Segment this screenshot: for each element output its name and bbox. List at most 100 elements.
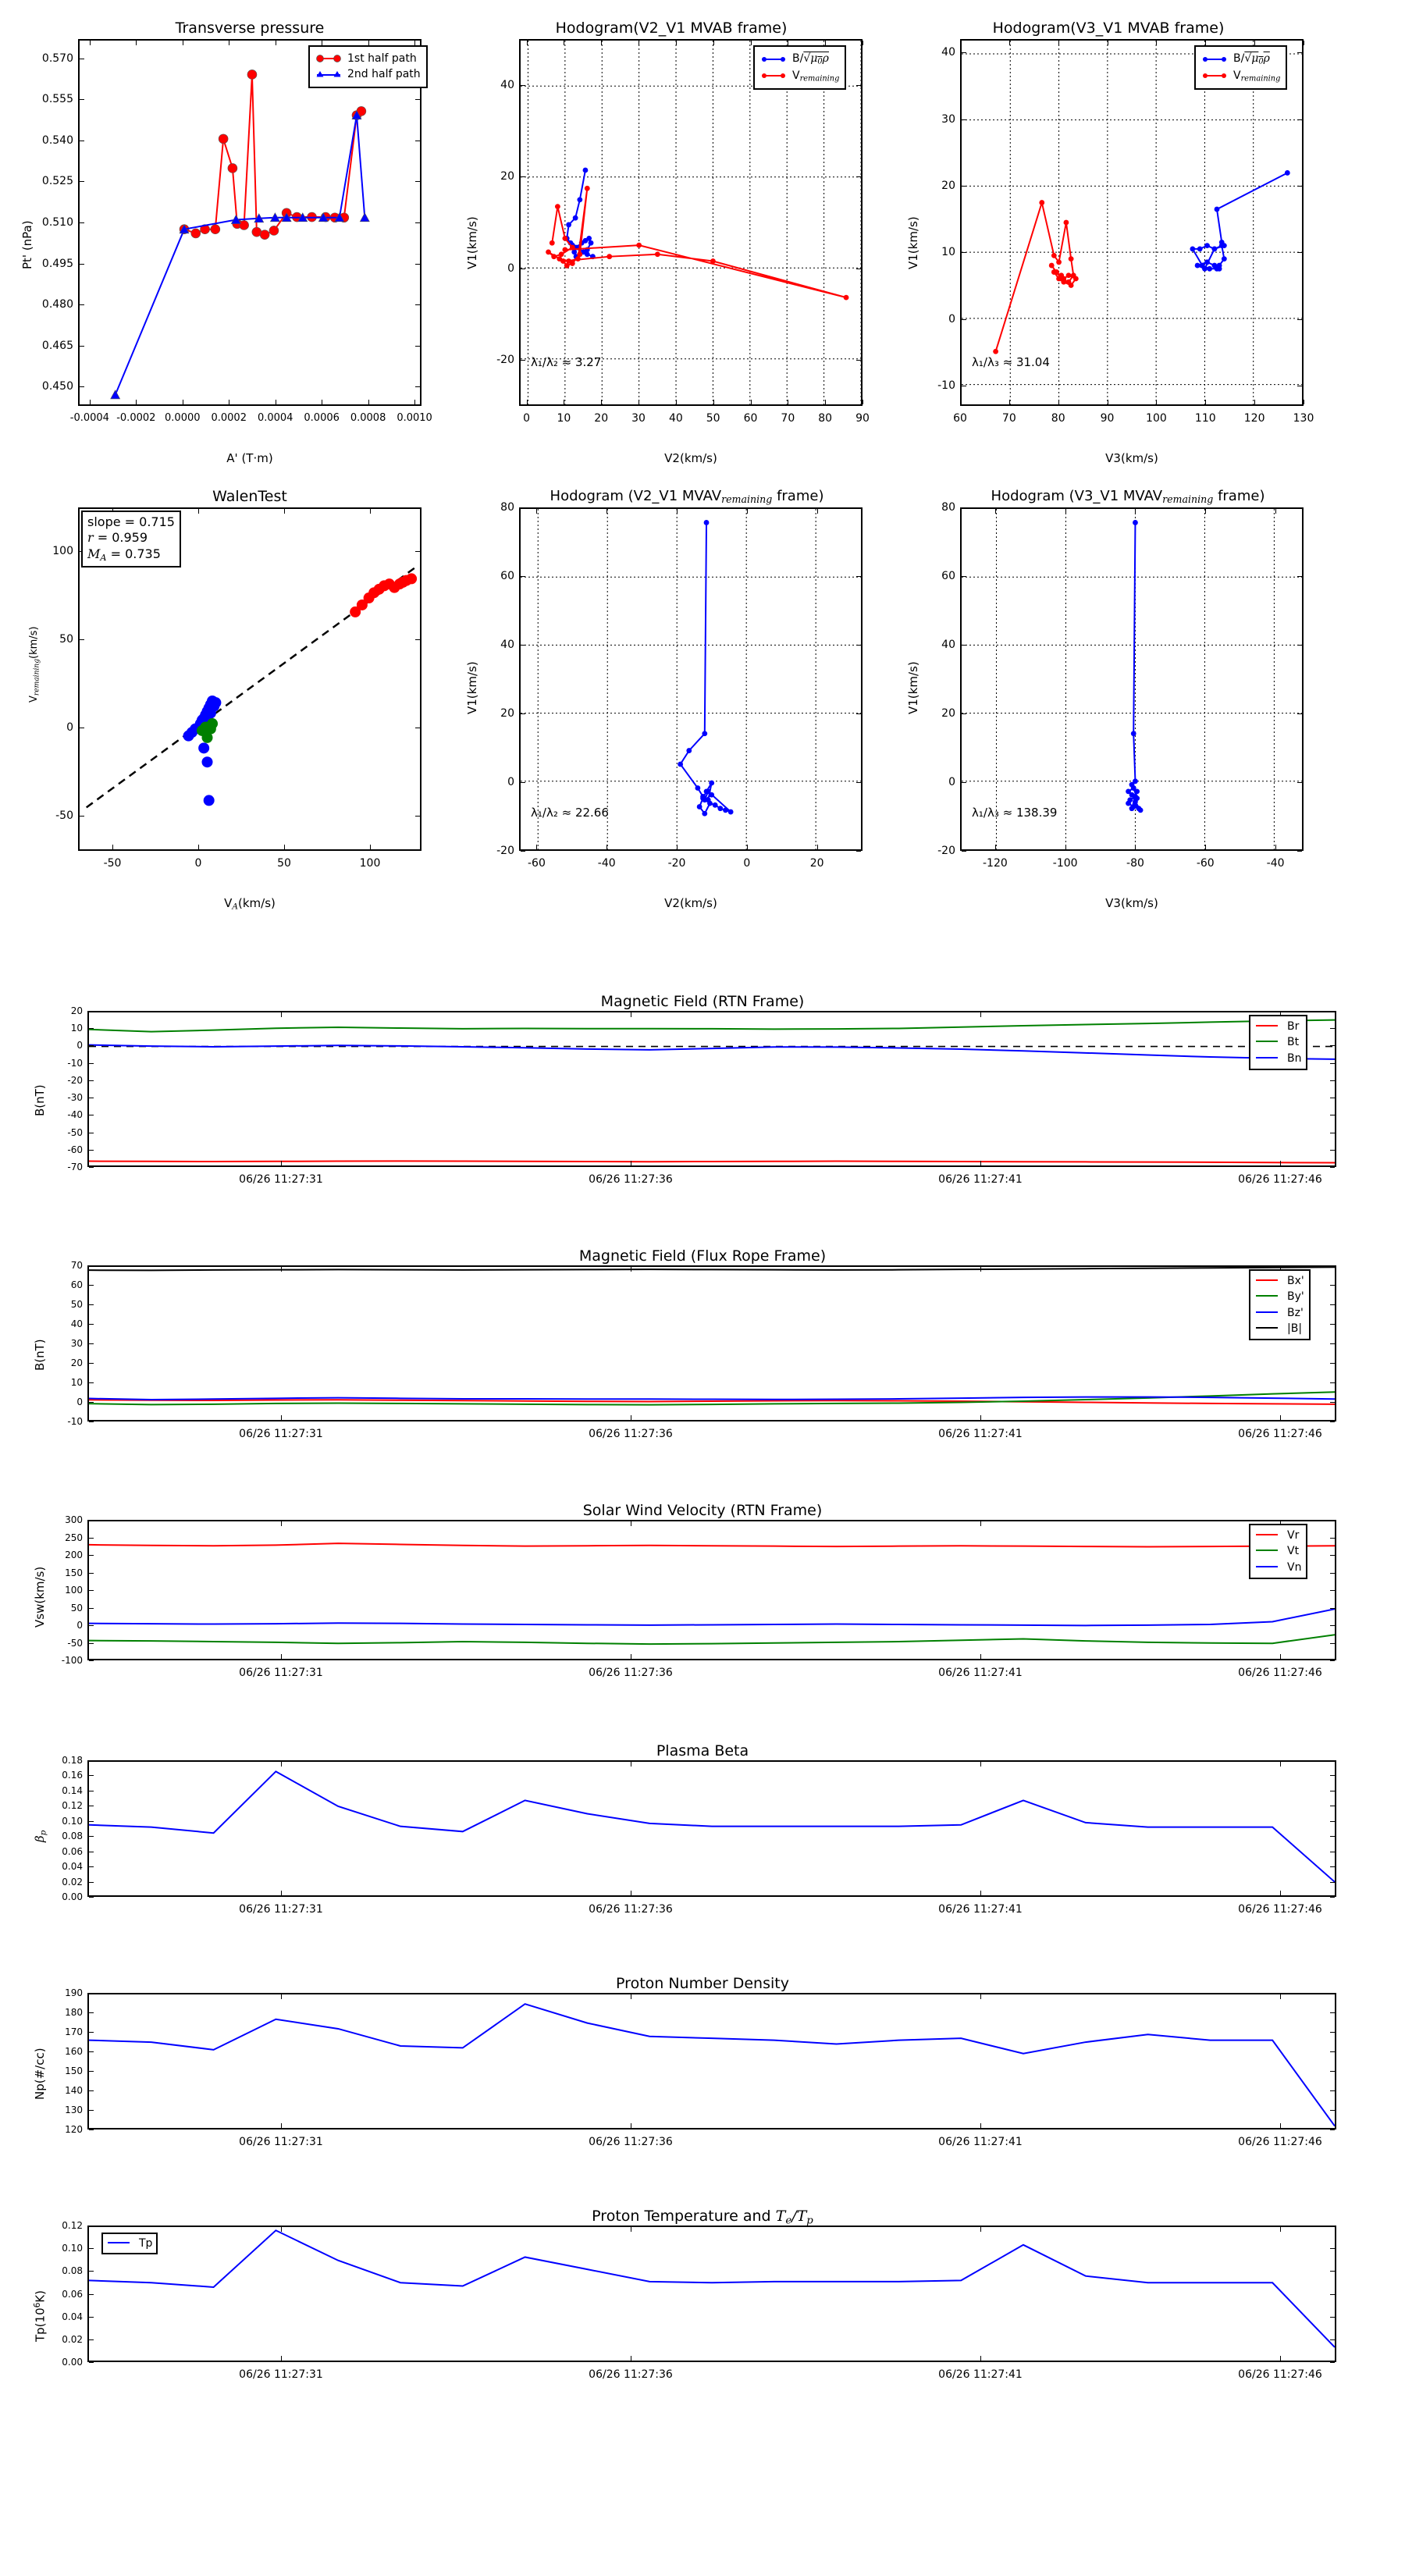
tick-mark xyxy=(856,360,861,361)
tick-mark xyxy=(80,639,84,640)
time-tick-label: 06/26 11:27:41 xyxy=(938,1428,1023,1440)
line-icon xyxy=(1255,1292,1282,1301)
line-icon xyxy=(107,2239,133,2248)
tick-mark xyxy=(521,782,525,783)
y-tick-label: 0.555 xyxy=(41,93,73,106)
tick-mark xyxy=(1330,1285,1335,1286)
y-tick-label: -50 xyxy=(67,1126,83,1138)
tick-mark xyxy=(198,509,199,514)
tick-mark xyxy=(89,1363,94,1364)
tick-mark xyxy=(1330,2248,1335,2249)
legend-label: Vt xyxy=(1287,1545,1300,1558)
tick-mark xyxy=(980,1521,981,1526)
tick-mark xyxy=(89,1421,94,1422)
tick-mark xyxy=(1330,2271,1335,2272)
x-axis-label: V3(km/s) xyxy=(1105,896,1158,910)
tick-mark xyxy=(1280,1654,1281,1659)
tick-mark xyxy=(370,509,371,514)
legend-hodogram-v2v1-mvab: B/√μ0ρ Vremaining xyxy=(753,45,847,91)
legend-solar-wind-velocity: Vr Vt Vn xyxy=(1249,1524,1308,1579)
series-magnetic-field-fluxrope xyxy=(89,1267,1335,1406)
tick-mark xyxy=(980,1891,981,1895)
y-tick-label: 0.08 xyxy=(62,1831,83,1842)
legend-item: Bn xyxy=(1255,1051,1301,1066)
tick-mark xyxy=(1330,1150,1335,1151)
tick-mark xyxy=(825,41,826,45)
y-tick-label: 60 xyxy=(500,570,514,582)
tick-mark xyxy=(1330,1625,1335,1626)
tick-mark xyxy=(521,576,525,577)
tick-mark xyxy=(962,851,966,852)
tick-mark xyxy=(89,1625,94,1626)
tick-mark xyxy=(995,509,996,514)
panel-title: Magnetic Field (RTN Frame) xyxy=(600,993,805,1010)
y-tick-label: 0.14 xyxy=(62,1784,83,1796)
x-tick-label: 0 xyxy=(523,412,531,425)
panel-title: Hodogram (V2_V1 MVAVremaining frame) xyxy=(550,488,824,506)
tick-mark xyxy=(1330,1080,1335,1081)
tick-mark xyxy=(89,2110,94,2111)
y-tick-label: -100 xyxy=(61,1655,83,1666)
tick-mark xyxy=(415,304,420,305)
legend-item: 1st half path xyxy=(315,51,421,66)
tick-mark xyxy=(1297,713,1302,714)
tick-mark xyxy=(1330,1324,1335,1325)
tick-mark xyxy=(414,400,415,404)
plot-area-solar-wind-velocity xyxy=(87,1520,1336,1660)
tick-mark xyxy=(676,41,677,45)
y-tick-label: 150 xyxy=(65,2065,83,2076)
legend-item: B/√μ0ρ xyxy=(1201,51,1280,68)
x-tick-label: 0.0010 xyxy=(397,412,432,424)
tick-mark xyxy=(89,2339,94,2340)
y-tick-label: 0 xyxy=(76,1040,83,1051)
x-tick-label: 0.0000 xyxy=(165,412,201,424)
y-tick-label: 50 xyxy=(70,1602,83,1614)
tick-mark xyxy=(89,1520,94,1521)
tick-mark xyxy=(1330,1760,1335,1761)
y-tick-label: -20 xyxy=(67,1074,83,1086)
tick-mark xyxy=(415,816,420,817)
tick-mark xyxy=(527,400,528,404)
y-tick-label: 0.04 xyxy=(62,1861,83,1873)
plot-area-hodogram-v3v1-mvav xyxy=(960,507,1304,851)
tick-mark xyxy=(1135,845,1136,849)
line-icon xyxy=(1255,1037,1282,1047)
tick-mark xyxy=(415,386,420,387)
eigenvalue-ratio-annotation: λ₁/λ₃ ≈ 31.04 xyxy=(972,355,1050,369)
tick-mark xyxy=(1330,2129,1335,2130)
tick-mark xyxy=(89,1063,94,1064)
time-tick-label: 06/26 11:27:46 xyxy=(1238,1173,1322,1186)
y-tick-label: -10 xyxy=(67,1057,83,1069)
y-tick-label: 0.18 xyxy=(62,1755,83,1766)
tick-mark xyxy=(89,1643,94,1644)
time-tick-label: 06/26 11:27:46 xyxy=(1238,2136,1322,2148)
panel-title: Proton Temperature and Te/Tp xyxy=(592,2208,813,2227)
panel-title: Proton Number Density xyxy=(616,1975,789,1992)
time-tick-label: 06/26 11:27:46 xyxy=(1238,2368,1322,2381)
time-tick-label: 06/26 11:27:31 xyxy=(239,1903,323,1916)
x-tick-label: 0 xyxy=(743,857,751,870)
tick-mark xyxy=(415,346,420,347)
tick-mark xyxy=(89,2012,94,2013)
y-tick-label: -20 xyxy=(496,354,514,367)
tick-mark xyxy=(1330,1608,1335,1609)
plot-area-hodogram-v2v1-mvab xyxy=(519,39,863,406)
tick-mark xyxy=(713,400,714,404)
tick-mark xyxy=(281,1891,282,1895)
tick-mark xyxy=(980,1654,981,1659)
tick-mark xyxy=(856,85,861,86)
y-tick-label: 60 xyxy=(70,1279,83,1290)
x-tick-label: 60 xyxy=(743,412,758,425)
tick-mark xyxy=(1135,509,1136,514)
tick-mark xyxy=(1330,2051,1335,2052)
tick-mark xyxy=(1330,1897,1335,1898)
y-tick-label: 40 xyxy=(500,639,514,651)
legend-item: 2nd half path xyxy=(315,66,421,82)
tick-mark xyxy=(825,400,826,404)
tick-mark xyxy=(89,1167,94,1168)
tick-mark xyxy=(536,509,537,514)
tick-mark xyxy=(606,845,607,849)
tick-mark xyxy=(1330,1363,1335,1364)
tick-mark xyxy=(751,400,752,404)
